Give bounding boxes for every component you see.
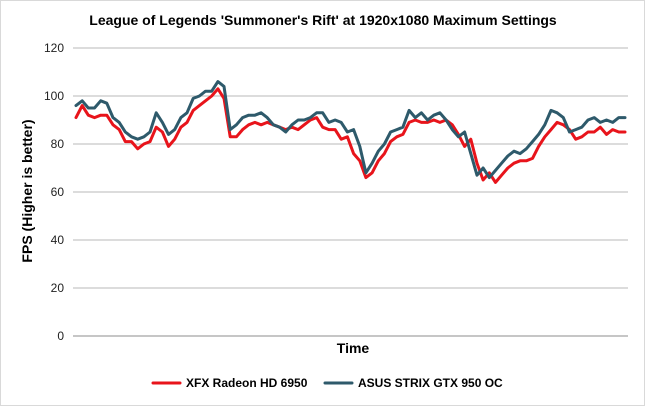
y-tick-label: 100 bbox=[44, 89, 64, 103]
legend: XFX Radeon HD 6950 ASUS STRIX GTX 950 OC bbox=[151, 376, 503, 390]
y-tick-labels: 0 20 40 60 80 100 120 bbox=[44, 41, 64, 343]
y-tick-label: 20 bbox=[51, 281, 65, 295]
legend-label-2: ASUS STRIX GTX 950 OC bbox=[358, 376, 503, 390]
y-axis-label: FPS (Higher is better) bbox=[19, 119, 35, 262]
chart-title: League of Legends 'Summoner's Rift' at 1… bbox=[89, 12, 557, 28]
x-axis-label: Time bbox=[337, 340, 370, 356]
gridlines bbox=[73, 47, 628, 289]
y-tick-label: 80 bbox=[51, 137, 65, 151]
series-line-2 bbox=[74, 80, 627, 180]
y-tick-label: 0 bbox=[57, 329, 64, 343]
legend-label-1: XFX Radeon HD 6950 bbox=[186, 376, 308, 390]
y-tick-label: 60 bbox=[51, 185, 65, 199]
y-tick-label: 40 bbox=[51, 233, 65, 247]
plot-area bbox=[74, 80, 627, 184]
series-line-1 bbox=[74, 87, 627, 184]
y-tick-label: 120 bbox=[44, 41, 64, 55]
